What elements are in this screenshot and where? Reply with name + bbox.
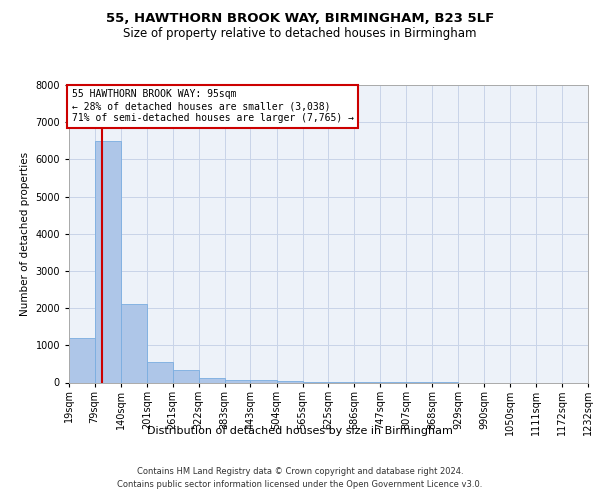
- Bar: [250, 380, 277, 382]
- Y-axis label: Number of detached properties: Number of detached properties: [20, 152, 30, 316]
- Text: Size of property relative to detached houses in Birmingham: Size of property relative to detached ho…: [123, 28, 477, 40]
- Text: Contains HM Land Registry data © Crown copyright and database right 2024.: Contains HM Land Registry data © Crown c…: [137, 468, 463, 476]
- Bar: [121, 304, 147, 382]
- Text: 55 HAWTHORN BROOK WAY: 95sqm
← 28% of detached houses are smaller (3,038)
71% of: 55 HAWTHORN BROOK WAY: 95sqm ← 28% of de…: [71, 90, 353, 122]
- Text: Contains public sector information licensed under the Open Government Licence v3: Contains public sector information licen…: [118, 480, 482, 489]
- Bar: [225, 380, 250, 382]
- Bar: [147, 362, 173, 382]
- Text: 55, HAWTHORN BROOK WAY, BIRMINGHAM, B23 5LF: 55, HAWTHORN BROOK WAY, BIRMINGHAM, B23 …: [106, 12, 494, 26]
- Text: Distribution of detached houses by size in Birmingham: Distribution of detached houses by size …: [147, 426, 453, 436]
- Bar: [95, 141, 121, 382]
- Bar: [69, 338, 95, 382]
- Bar: [199, 378, 225, 382]
- Bar: [173, 370, 199, 382]
